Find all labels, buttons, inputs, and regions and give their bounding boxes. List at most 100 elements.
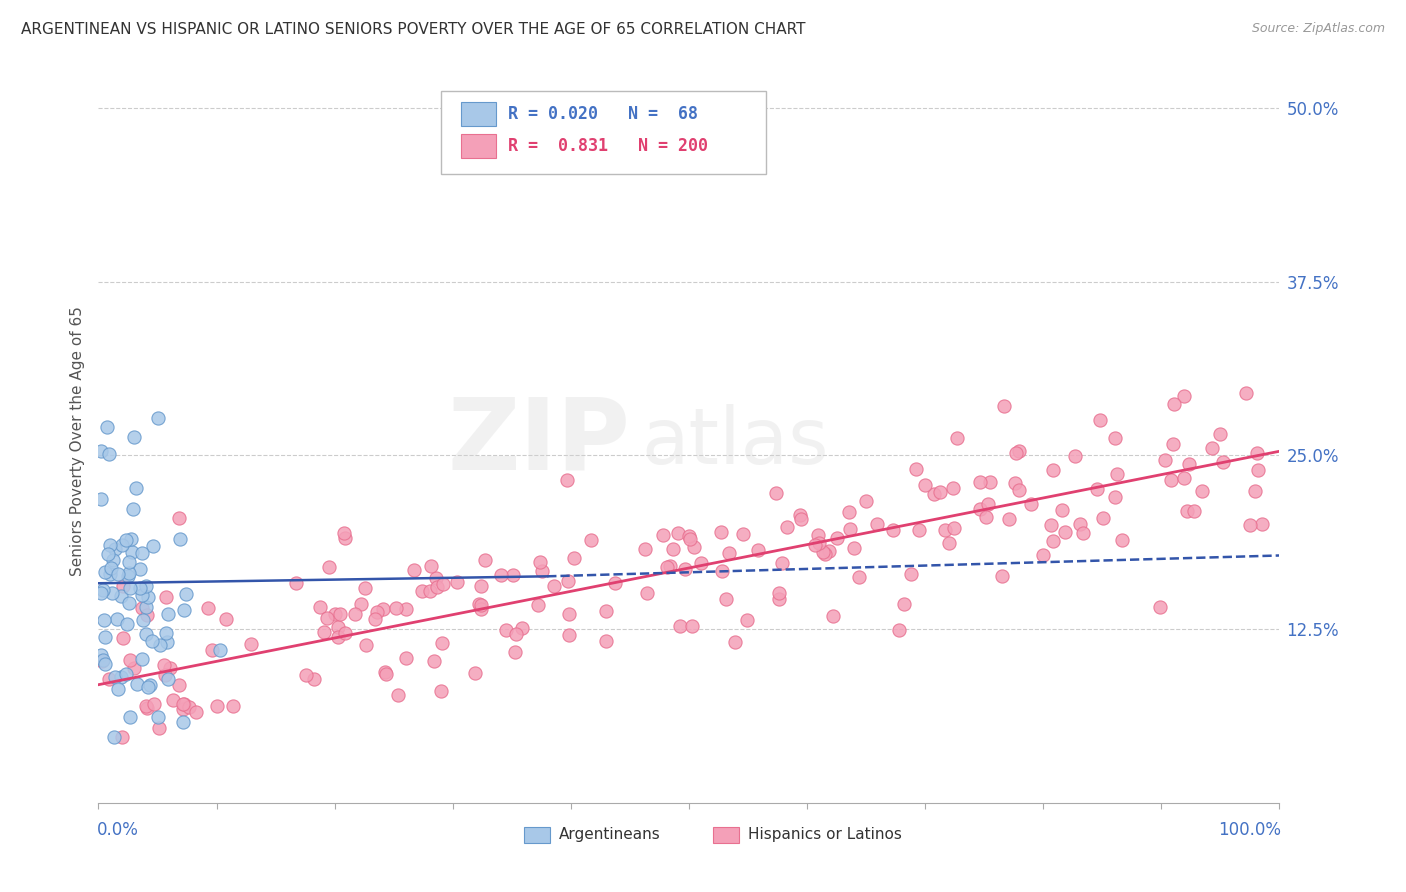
Point bbox=[543, 579, 565, 593]
Point bbox=[131, 546, 153, 560]
Point bbox=[681, 619, 703, 633]
Point bbox=[155, 591, 177, 605]
Text: atlas: atlas bbox=[641, 403, 830, 480]
Point bbox=[132, 614, 155, 628]
Point bbox=[153, 668, 176, 682]
Point bbox=[125, 676, 148, 690]
Point bbox=[527, 598, 550, 612]
Point bbox=[142, 539, 165, 553]
Point bbox=[404, 563, 426, 577]
Point bbox=[366, 605, 388, 619]
Point bbox=[354, 638, 377, 652]
Point bbox=[121, 545, 143, 559]
Point bbox=[149, 638, 172, 652]
Point bbox=[1032, 548, 1054, 562]
Point bbox=[710, 525, 733, 540]
Point bbox=[900, 567, 922, 582]
Point bbox=[295, 668, 318, 682]
Point bbox=[136, 701, 159, 715]
Text: Argentineans: Argentineans bbox=[560, 827, 661, 842]
Point bbox=[411, 584, 433, 599]
Text: R = 0.020   N =  68: R = 0.020 N = 68 bbox=[508, 105, 699, 123]
Point bbox=[1182, 504, 1205, 518]
Point bbox=[169, 532, 191, 546]
Point bbox=[104, 541, 127, 556]
Text: 100.0%: 100.0% bbox=[1218, 821, 1281, 838]
Point bbox=[172, 714, 194, 729]
Point bbox=[114, 667, 136, 681]
Point bbox=[221, 699, 243, 714]
Point bbox=[432, 577, 454, 591]
Point bbox=[1175, 504, 1198, 518]
Point bbox=[770, 556, 793, 570]
Point bbox=[634, 541, 657, 556]
FancyBboxPatch shape bbox=[713, 827, 738, 843]
Point bbox=[768, 591, 790, 606]
Point bbox=[446, 574, 468, 589]
Point bbox=[690, 557, 713, 571]
Point bbox=[1160, 474, 1182, 488]
Point bbox=[946, 431, 969, 445]
Point bbox=[938, 535, 960, 549]
Point bbox=[136, 608, 159, 623]
Point bbox=[395, 650, 418, 665]
Point bbox=[131, 601, 153, 615]
Point bbox=[605, 576, 627, 591]
Point bbox=[747, 543, 769, 558]
Point bbox=[205, 698, 228, 713]
FancyBboxPatch shape bbox=[461, 134, 496, 158]
Point bbox=[312, 624, 335, 639]
Point bbox=[118, 653, 141, 667]
Point bbox=[998, 512, 1021, 526]
Point bbox=[844, 541, 866, 555]
Point bbox=[197, 600, 219, 615]
Point bbox=[100, 538, 122, 552]
Point bbox=[333, 531, 356, 545]
Point bbox=[148, 721, 170, 735]
Point bbox=[104, 670, 127, 684]
Point bbox=[934, 523, 956, 537]
Point bbox=[714, 592, 737, 607]
Text: Hispanics or Latinos: Hispanics or Latinos bbox=[748, 827, 901, 842]
Point bbox=[157, 607, 180, 621]
Point bbox=[555, 473, 578, 487]
Point bbox=[90, 654, 112, 668]
Point bbox=[1173, 471, 1195, 485]
Point bbox=[678, 529, 700, 543]
Point bbox=[103, 553, 125, 567]
Point bbox=[1039, 517, 1062, 532]
Point bbox=[1004, 475, 1026, 490]
Point bbox=[658, 558, 681, 573]
Point bbox=[1090, 413, 1112, 427]
FancyBboxPatch shape bbox=[523, 827, 550, 843]
Point bbox=[98, 672, 121, 686]
Point bbox=[110, 589, 132, 603]
Point bbox=[208, 643, 231, 657]
Point bbox=[117, 617, 139, 632]
FancyBboxPatch shape bbox=[441, 91, 766, 174]
Point bbox=[1154, 452, 1177, 467]
Point bbox=[115, 533, 138, 548]
Point bbox=[825, 531, 848, 545]
Point bbox=[1212, 455, 1234, 469]
Point bbox=[167, 511, 190, 525]
Text: ARGENTINEAN VS HISPANIC OR LATINO SENIORS POVERTY OVER THE AGE OF 65 CORRELATION: ARGENTINEAN VS HISPANIC OR LATINO SENIOR… bbox=[21, 22, 806, 37]
Point bbox=[101, 585, 124, 599]
Point bbox=[673, 562, 696, 576]
Point bbox=[93, 630, 115, 644]
Point bbox=[107, 682, 129, 697]
Point bbox=[173, 603, 195, 617]
Point bbox=[765, 486, 787, 500]
Text: Source: ZipAtlas.com: Source: ZipAtlas.com bbox=[1251, 22, 1385, 36]
Text: R =  0.831   N = 200: R = 0.831 N = 200 bbox=[508, 137, 709, 155]
Point bbox=[135, 600, 157, 615]
Point bbox=[128, 582, 150, 596]
Point bbox=[326, 620, 349, 634]
Point bbox=[662, 541, 685, 556]
Point bbox=[470, 602, 492, 616]
Point bbox=[125, 481, 148, 495]
Point bbox=[1173, 389, 1195, 403]
Text: 0.0%: 0.0% bbox=[97, 821, 139, 838]
Point bbox=[93, 613, 115, 627]
Point bbox=[789, 508, 811, 522]
